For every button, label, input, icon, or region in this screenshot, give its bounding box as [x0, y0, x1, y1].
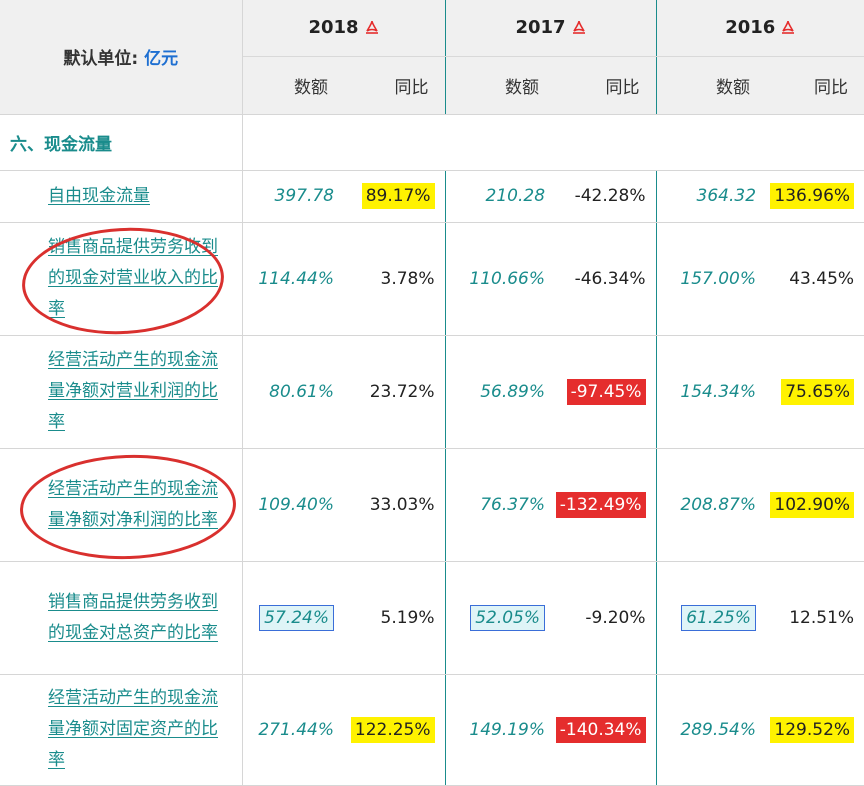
yoy-value: -42.28% — [574, 186, 646, 206]
amount-value: 210.28 — [485, 186, 546, 206]
yoy-value: 33.03% — [369, 494, 435, 515]
section-fill — [242, 114, 864, 171]
table-row: 自由现金流量 397.78 89.17% 210.28 -42.28% 364.… — [0, 170, 864, 223]
row-label-cell: 销售商品提供劳务收到的现金对总资产的比率 — [0, 561, 243, 675]
unit-header: 默认单位: 亿元 — [0, 0, 243, 115]
table-row: 经营活动产生的现金流量净额对净利润的比率 109.40% 33.03% 76.3… — [0, 448, 864, 562]
col-yoy-2017: 同比 — [555, 56, 657, 115]
pdf-icon[interactable] — [365, 20, 379, 35]
row-label-link[interactable]: 经营活动产生的现金流量净额对净利润的比率 — [48, 478, 218, 530]
row-label-link[interactable]: 经营活动产生的现金流量净额对营业利润的比率 — [48, 350, 218, 432]
amount-value: 157.00% — [680, 268, 757, 289]
amount-value: 154.34% — [680, 381, 757, 402]
year-2018-header[interactable]: 2018 — [242, 0, 446, 57]
amount-value: 52.05% — [470, 604, 546, 631]
amount-value: 56.89% — [480, 381, 546, 402]
row-label-link[interactable]: 经营活动产生的现金流量净额对固定资产的比率 — [48, 688, 218, 770]
amount-value: 208.87% — [680, 494, 757, 515]
row-label-cell: 经营活动产生的现金流量净额对净利润的比率 — [0, 448, 243, 562]
year-2016-header[interactable]: 2016 — [655, 0, 864, 57]
col-yoy-2016: 同比 — [766, 56, 864, 115]
amount-value: 114.44% — [258, 268, 334, 289]
yoy-value: 23.72% — [369, 381, 435, 402]
yoy-value: 136.96% — [770, 183, 855, 209]
table-row: 经营活动产生的现金流量净额对固定资产的比率 271.44% 122.25% 14… — [0, 674, 864, 786]
table-row: 经营活动产生的现金流量净额对营业利润的比率 80.61% 23.72% 56.8… — [0, 335, 864, 449]
row-label-link[interactable]: 自由现金流量 — [48, 185, 150, 206]
row-label-link[interactable]: 销售商品提供劳务收到的现金对总资产的比率 — [48, 591, 218, 643]
yoy-value: 89.17% — [361, 183, 435, 209]
unit-value: 亿元 — [144, 49, 179, 70]
yoy-value: 122.25% — [350, 716, 435, 743]
yoy-value: 12.51% — [789, 607, 855, 628]
yoy-value: 5.19% — [380, 607, 435, 628]
amount-value: 57.24% — [259, 604, 334, 631]
year-label: 2016 — [725, 17, 776, 39]
row-label-cell: 经营活动产生的现金流量净额对营业利润的比率 — [0, 335, 243, 449]
unit-label: 默认单位: — [63, 49, 145, 70]
amount-value: 364.32 — [696, 186, 757, 206]
pdf-icon[interactable] — [781, 20, 795, 35]
yoy-value: 102.90% — [770, 491, 855, 518]
amount-value: 110.66% — [469, 268, 546, 289]
amount-value: 289.54% — [680, 719, 757, 740]
yoy-value: 3.78% — [380, 268, 435, 289]
yoy-value: 75.65% — [781, 378, 855, 405]
pdf-icon[interactable] — [572, 20, 586, 35]
amount-value: 76.37% — [480, 494, 546, 515]
amount-value: 271.44% — [258, 719, 334, 740]
year-label: 2018 — [308, 17, 359, 39]
yoy-value: -9.20% — [585, 607, 646, 628]
col-amount-2018: 数额 — [241, 56, 344, 115]
yoy-value: 129.52% — [770, 716, 855, 743]
year-label: 2017 — [515, 17, 566, 39]
row-label-link[interactable]: 销售商品提供劳务收到的现金对营业收入的比率 — [48, 237, 218, 319]
year-2017-header[interactable]: 2017 — [444, 0, 657, 57]
col-amount-2017: 数额 — [444, 56, 556, 115]
amount-value: 61.25% — [681, 604, 757, 631]
yoy-value: -132.49% — [555, 491, 646, 518]
amount-value: 149.19% — [469, 719, 546, 740]
yoy-value: 43.45% — [789, 268, 855, 289]
col-amount-2016: 数额 — [655, 56, 767, 115]
table-row: 销售商品提供劳务收到的现金对总资产的比率 57.24% 5.19% 52.05%… — [0, 561, 864, 675]
row-label-cell: 自由现金流量 — [0, 170, 243, 223]
yoy-value: -46.34% — [574, 268, 646, 289]
yoy-value: -140.34% — [555, 716, 646, 743]
table-row: 销售商品提供劳务收到的现金对营业收入的比率 114.44% 3.78% 110.… — [0, 222, 864, 336]
yoy-value: -97.45% — [566, 378, 646, 405]
amount-value: 109.40% — [258, 494, 334, 515]
row-label-cell: 销售商品提供劳务收到的现金对营业收入的比率 — [0, 222, 243, 336]
amount-value: 80.61% — [269, 381, 334, 402]
row-label-cell: 经营活动产生的现金流量净额对固定资产的比率 — [0, 674, 243, 786]
amount-value: 397.78 — [274, 186, 334, 206]
section-title: 六、现金流量 — [0, 114, 243, 171]
col-yoy-2018: 同比 — [344, 56, 446, 115]
